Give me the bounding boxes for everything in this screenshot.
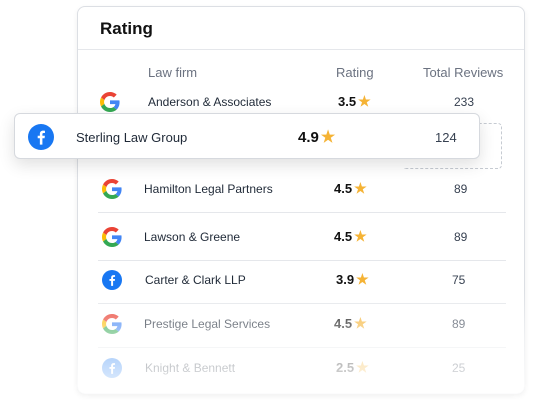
review-count: 124 [435,130,457,145]
star-icon: ★ [320,129,336,146]
table-row[interactable]: Carter & Clark LLP 3.9 ★ 75 [78,257,524,303]
table-row[interactable]: Knight & Bennett 2.5 ★ 25 [78,345,524,391]
review-count: 89 [452,317,466,331]
firm-name: Carter & Clark LLP [145,273,246,287]
star-icon: ★ [356,359,369,375]
column-header-total-reviews: Total Reviews [423,65,504,80]
review-count: 233 [454,95,475,109]
google-icon [100,92,120,112]
firm-name: Sterling Law Group [76,130,188,145]
rating-value: 4.9 ★ [298,129,336,146]
star-icon: ★ [354,180,367,196]
review-count: 89 [454,230,468,244]
table-row[interactable]: Lawson & Greene 4.5 ★ 89 [78,214,524,260]
rating-value: 3.9 ★ [336,271,369,287]
facebook-icon [102,270,122,290]
rating-value: 4.5 ★ [334,228,367,244]
firm-name: Anderson & Associates [148,95,272,109]
google-icon [102,314,122,334]
card-title: Rating [100,19,153,38]
table-row[interactable]: Prestige Legal Services 4.5 ★ 89 [78,301,524,347]
star-icon: ★ [354,228,367,244]
column-header-law-firm: Law firm [148,65,198,80]
firm-name: Hamilton Legal Partners [144,182,273,196]
row-divider [98,212,506,213]
firm-name: Knight & Bennett [145,361,236,375]
review-count: 75 [452,273,466,287]
google-icon [102,227,122,247]
star-icon: ★ [356,271,369,287]
google-icon [102,179,122,199]
facebook-icon [102,358,122,378]
review-count: 89 [454,182,468,196]
rating-value: 3.5 ★ [338,93,371,109]
firm-name: Prestige Legal Services [144,317,271,331]
row-divider [98,260,506,261]
rating-value: 4.5 ★ [334,180,367,196]
star-icon: ★ [358,93,371,109]
rating-card: Rating Law firm Rating Total Reviews And… [77,6,525,394]
facebook-icon [28,124,54,150]
firm-name: Lawson & Greene [144,230,241,244]
star-icon: ★ [354,315,367,331]
highlighted-row[interactable]: Sterling Law Group 4.9 ★ 124 [14,113,480,159]
review-count: 25 [452,361,466,375]
table-row[interactable]: Anderson & Associates 3.5 ★ 233 [78,79,524,125]
rating-value: 2.5 ★ [336,359,369,375]
rating-value: 4.5 ★ [334,315,367,331]
table-row[interactable]: Hamilton Legal Partners 4.5 ★ 89 [78,166,524,212]
header-divider [78,49,524,50]
column-header-rating: Rating [336,65,374,80]
